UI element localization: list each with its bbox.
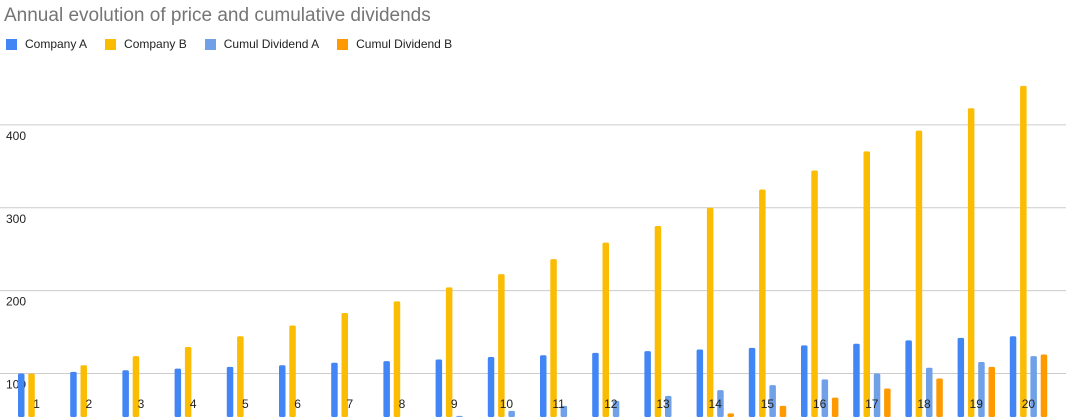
- legend: Company A Company B Cumul Dividend A Cum…: [6, 36, 470, 52]
- bar-cumul-dividend-a-18: [926, 367, 933, 417]
- legend-swatch-company-b: [105, 38, 117, 50]
- bar-company-a-9: [435, 359, 443, 417]
- bar-cumul-dividend-b-14: [727, 413, 734, 417]
- bar-company-a-14: [696, 349, 704, 417]
- bar-cumul-dividend-a-12: [612, 400, 620, 417]
- bar-company-b-18: [915, 130, 923, 417]
- bar-company-a-1: [18, 373, 25, 417]
- bar-company-a-19: [957, 337, 965, 417]
- bar-company-a-10: [487, 356, 495, 417]
- bar-company-a-17: [853, 343, 860, 417]
- legend-swatch-cumul-dividend-b: [337, 38, 349, 50]
- bar-company-b-12: [602, 242, 609, 417]
- legend-label-cumul-dividend-a: Cumul Dividend A: [223, 37, 320, 51]
- bar-company-b-20: [1020, 85, 1027, 417]
- bar-cumul-dividend-a-20: [1030, 356, 1037, 417]
- legend-label-cumul-dividend-b: Cumul Dividend B: [356, 37, 453, 51]
- bar-company-a-11: [540, 355, 547, 417]
- bar-company-b-11: [550, 259, 557, 417]
- bar-company-b-9: [445, 287, 453, 417]
- bar-company-a-13: [644, 351, 651, 417]
- legend-label-company-b: Company B: [124, 37, 187, 51]
- x-tick-label-5: 5: [242, 397, 249, 411]
- bar-company-b-1: [28, 373, 35, 417]
- x-tick-label-4: 4: [190, 397, 197, 411]
- legend-item-company-b: Company B: [105, 37, 187, 51]
- x-tick-label-3: 3: [138, 397, 145, 411]
- bar-company-a-5: [226, 366, 234, 417]
- bar-company-b-2: [80, 365, 87, 417]
- x-tick-label-10: 10: [500, 397, 514, 411]
- y-tick-label-200: 200: [6, 295, 26, 309]
- bar-cumul-dividend-a-17: [873, 373, 881, 417]
- bar-company-a-16: [801, 345, 808, 417]
- x-tick-label-18: 18: [917, 397, 931, 411]
- x-tick-label-8: 8: [399, 397, 406, 411]
- x-tick-label-7: 7: [346, 397, 353, 411]
- bar-cumul-dividend-b-18: [936, 378, 943, 417]
- y-tick-label-400: 400: [6, 129, 26, 143]
- bar-company-b-3: [132, 356, 140, 417]
- bar-company-a-6: [279, 365, 286, 417]
- bar-cumul-dividend-a-11: [560, 405, 568, 417]
- x-tick-label-14: 14: [709, 397, 723, 411]
- bar-company-a-7: [331, 362, 338, 417]
- x-tick-label-19: 19: [970, 397, 984, 411]
- bar-cumul-dividend-b-20: [1040, 354, 1048, 417]
- bar-company-a-4: [174, 368, 182, 417]
- bar-company-b-15: [759, 189, 766, 417]
- bar-company-a-18: [905, 340, 912, 417]
- bar-company-b-13: [654, 225, 662, 417]
- legend-label-company-a: Company A: [25, 37, 88, 51]
- bar-cumul-dividend-a-19: [978, 361, 985, 417]
- bar-cumul-dividend-a-10: [508, 410, 515, 417]
- x-tick-label-16: 16: [813, 397, 827, 411]
- bar-cumul-dividend-b-19: [988, 366, 995, 417]
- bar-company-b-4: [184, 347, 192, 417]
- bar-company-a-2: [70, 371, 77, 417]
- bar-company-b-6: [289, 325, 296, 417]
- bar-company-b-5: [237, 336, 244, 417]
- chart-title: Annual evolution of price and cumulative…: [4, 5, 431, 26]
- bar-company-b-16: [811, 170, 818, 417]
- bar-cumul-dividend-b-15: [779, 405, 787, 417]
- bar-company-b-14: [706, 207, 714, 417]
- bar-cumul-dividend-b-16: [831, 397, 839, 417]
- y-tick-label-300: 300: [6, 212, 26, 226]
- legend-item-company-a: Company A: [6, 37, 87, 51]
- bar-company-a-12: [592, 352, 599, 417]
- x-tick-label-12: 12: [604, 397, 618, 411]
- x-tick-label-6: 6: [294, 397, 301, 411]
- x-tick-label-11: 11: [552, 397, 565, 411]
- bar-cumul-dividend-a-13: [665, 395, 672, 417]
- legend-swatch-cumul-dividend-a: [204, 38, 216, 50]
- bar-company-a-15: [748, 347, 756, 417]
- x-tick-label-20: 20: [1022, 397, 1036, 411]
- bar-cumul-dividend-b-17: [884, 388, 891, 417]
- bar-company-b-17: [863, 151, 870, 417]
- bar-company-b-10: [498, 274, 505, 417]
- legend-item-cumul-dividend-b: Cumul Dividend B: [337, 37, 452, 51]
- bar-cumul-dividend-a-16: [821, 379, 829, 417]
- legend-item-cumul-dividend-a: Cumul Dividend A: [204, 37, 320, 51]
- bar-company-a-3: [122, 370, 129, 417]
- legend-swatch-company-a: [6, 38, 17, 50]
- bar-company-b-19: [967, 108, 975, 417]
- bar-company-b-7: [341, 313, 348, 417]
- bar-cumul-dividend-a-15: [769, 385, 776, 417]
- bar-company-a-20: [1009, 336, 1017, 417]
- x-tick-label-13: 13: [656, 397, 670, 411]
- bar-company-b-8: [393, 301, 401, 417]
- x-tick-label-1: 1: [33, 397, 40, 411]
- x-tick-label-2: 2: [85, 397, 92, 411]
- bar-cumul-dividend-a-14: [717, 390, 724, 417]
- x-tick-label-15: 15: [761, 397, 775, 411]
- bar-company-a-8: [383, 361, 390, 417]
- x-tick-label-17: 17: [865, 397, 879, 411]
- x-tick-label-9: 9: [451, 397, 458, 411]
